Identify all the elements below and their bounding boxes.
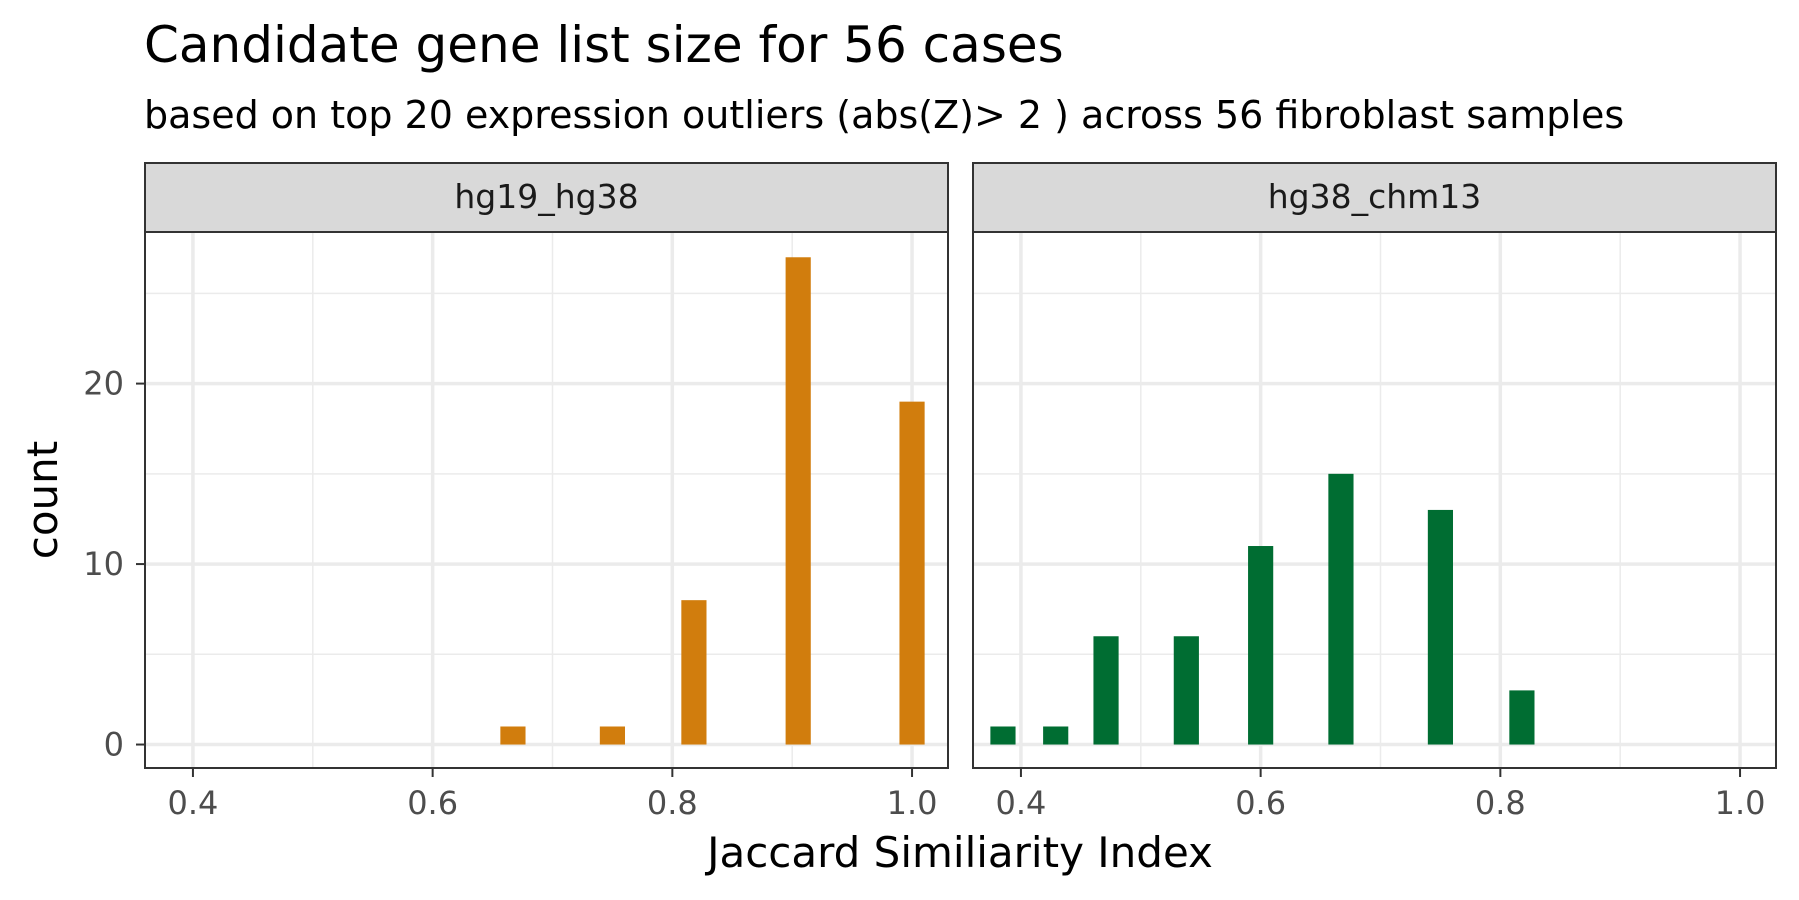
- y-axis: 0 10 20: [83, 365, 144, 764]
- panel-bars: [500, 257, 925, 745]
- facet-panel-hg19-hg38: hg19_hg38: [144, 162, 949, 769]
- facet-strip-label: hg19_hg38: [454, 177, 638, 216]
- chart-subtitle: based on top 20 expression outliers (abs…: [144, 93, 1624, 137]
- bar: [785, 257, 811, 745]
- y-axis-title: count: [18, 441, 67, 560]
- bar: [500, 726, 526, 745]
- x-tick-label: 0.6: [407, 784, 458, 822]
- x-tick-label: 1.0: [887, 784, 938, 822]
- bar: [1328, 473, 1354, 745]
- bar: [599, 726, 626, 745]
- facet-strip: [972, 162, 1777, 233]
- y-tick-label: 10: [83, 545, 124, 583]
- x-tick-label: 0.4: [167, 784, 218, 822]
- chart-title: Candidate gene list size for 56 cases: [144, 16, 1064, 74]
- facet-strip: [144, 162, 949, 233]
- panel-background: [145, 232, 948, 768]
- bar: [1509, 690, 1535, 745]
- bar: [1173, 636, 1199, 745]
- bar: [899, 401, 925, 745]
- x-tick-label: 1.0: [1715, 784, 1766, 822]
- x-tick-label: 0.4: [995, 784, 1046, 822]
- y-tick-label: 20: [83, 365, 124, 403]
- x-axis: 0.4 0.6 0.8 1.0 0.4 0.6 0.8 1.0: [167, 769, 1765, 822]
- facet-strip-label: hg38_chm13: [1268, 177, 1482, 216]
- x-axis-title: Jaccard Similiarity Index: [704, 828, 1213, 877]
- x-tick-label: 0.6: [1235, 784, 1286, 822]
- x-tick-label: 0.8: [647, 784, 698, 822]
- y-tick-label: 0: [104, 726, 124, 764]
- x-tick-label: 0.8: [1475, 784, 1526, 822]
- bar: [1093, 636, 1119, 745]
- bar: [1043, 726, 1069, 745]
- bar: [681, 600, 707, 745]
- bar: [1248, 546, 1274, 745]
- facet-panel-hg38-chm13: hg38_chm13: [972, 162, 1777, 769]
- panel-bars: [990, 473, 1535, 745]
- bar: [990, 726, 1016, 745]
- bar: [1427, 509, 1454, 745]
